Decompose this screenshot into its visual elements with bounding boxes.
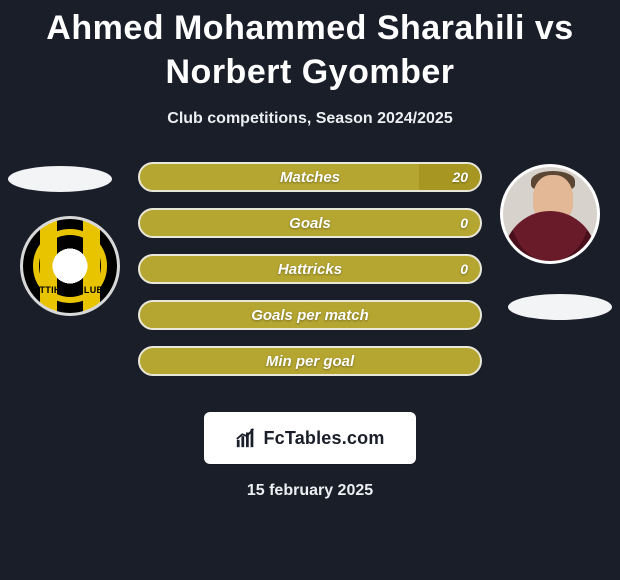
stat-bar: Goals per match (138, 300, 482, 330)
badge-text: ITTIHAD CLUB (23, 285, 117, 295)
subtitle: Club competitions, Season 2024/2025 (0, 110, 620, 128)
comparison-arena: ITTIHAD CLUB Matches20Goals0Hattricks0Go… (0, 156, 620, 396)
stat-bar-value-right: 0 (460, 256, 468, 282)
avatar-torso (503, 211, 597, 264)
stat-bar: Matches20 (138, 162, 482, 192)
page-title: Ahmed Mohammed Sharahili vs Norbert Gyom… (0, 0, 620, 94)
stat-bar-label: Matches (140, 164, 480, 190)
stat-bar: Min per goal (138, 346, 482, 376)
left-shadow-ellipse (8, 166, 112, 192)
stat-bar-value-right: 0 (460, 210, 468, 236)
player-right-avatar (500, 164, 600, 264)
stat-bar-label: Goals (140, 210, 480, 236)
stat-bars: Matches20Goals0Hattricks0Goals per match… (138, 162, 482, 376)
stat-bar-label: Goals per match (140, 302, 480, 328)
stat-bar: Goals0 (138, 208, 482, 238)
stat-bar-label: Min per goal (140, 348, 480, 374)
stat-bar: Hattricks0 (138, 254, 482, 284)
brand-chart-icon (235, 427, 257, 449)
player-left-club-badge: ITTIHAD CLUB (20, 216, 120, 316)
date-text: 15 february 2025 (0, 482, 620, 500)
stat-bar-value-right: 20 (452, 164, 468, 190)
stat-bar-label: Hattricks (140, 256, 480, 282)
brand-badge[interactable]: FcTables.com (204, 412, 416, 464)
brand-text: FcTables.com (263, 428, 384, 449)
right-shadow-ellipse (508, 294, 612, 320)
